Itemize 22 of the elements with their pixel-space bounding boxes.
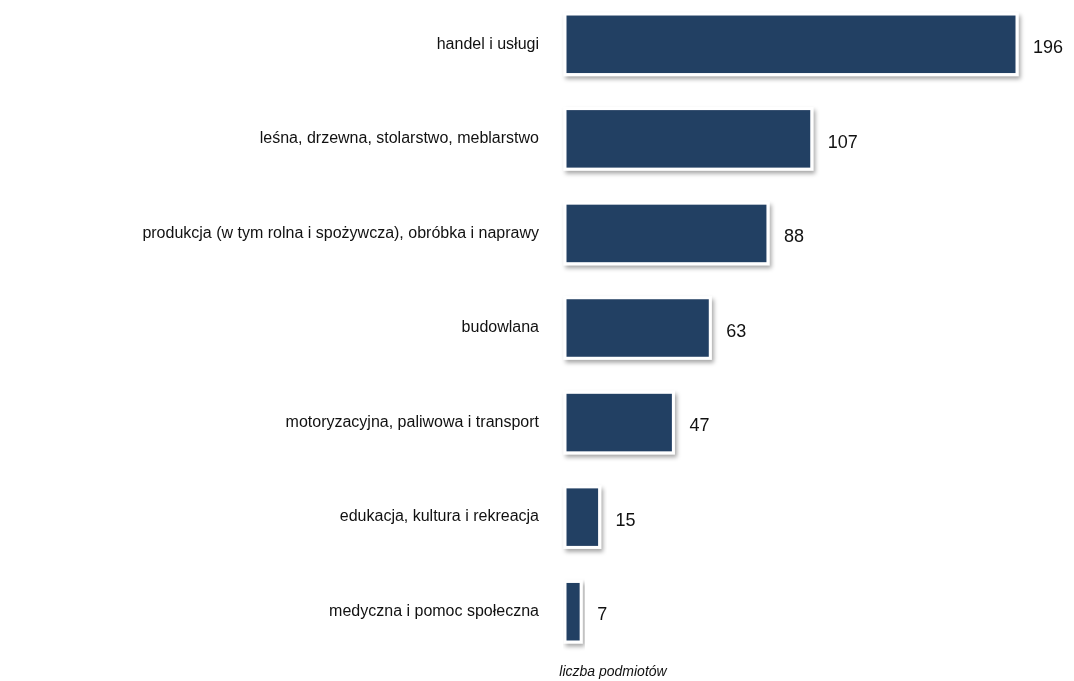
y-tick-label: budowlana: [461, 318, 540, 336]
bar: [563, 485, 602, 549]
y-tick-label: leśna, drzewna, stolarstwo, meblarstwo: [259, 129, 540, 147]
bar: [563, 296, 712, 360]
data-label: 7: [597, 604, 608, 625]
y-tick-label: medyczna i pomoc społeczna: [329, 601, 540, 619]
x-axis-title: liczba podmiotów: [559, 663, 668, 679]
bar: [563, 390, 675, 455]
data-label: 63: [726, 320, 747, 341]
y-tick-label: motoryzacyjna, paliwowa i transport: [285, 412, 540, 430]
bar: [563, 107, 814, 171]
data-label: 88: [783, 226, 804, 247]
bar: [563, 12, 1019, 77]
bar: [563, 201, 770, 266]
data-label: 15: [615, 509, 636, 530]
y-tick-label: handel i usługi: [436, 34, 539, 52]
bar: [563, 579, 583, 644]
data-label: 196: [1033, 37, 1064, 58]
y-tick-label: produkcja (w tym rolna i spożywcza), obróbka i naprawy: [142, 223, 539, 241]
data-label: 47: [689, 415, 710, 436]
data-label: 107: [827, 131, 858, 152]
y-tick-label: edukacja, kultura i rekreacja: [339, 507, 540, 525]
